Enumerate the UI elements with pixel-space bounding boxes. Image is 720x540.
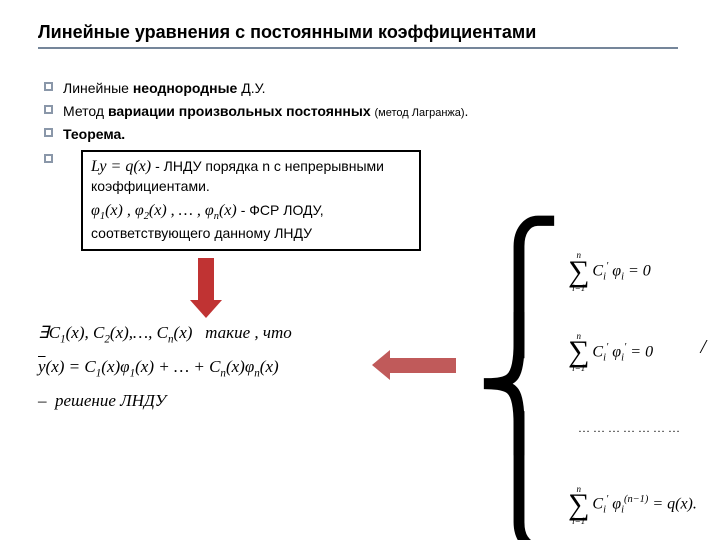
slide: Линейные уравнения с постоянными коэффиц… bbox=[0, 0, 720, 540]
box-line-1: Ly = q(x) - ЛНДУ порядка n с непрерывным… bbox=[91, 156, 411, 196]
bullet-1-text: Линейные неоднородные Д.У. bbox=[63, 79, 690, 98]
bullet-2: Метод вариации произвольных постоянных (… bbox=[44, 102, 690, 121]
brace-icon: ⎧⎨⎩ bbox=[474, 238, 568, 533]
system-row-2: n∑i=1 Ci′ φi′ = 0 bbox=[568, 330, 697, 374]
theorem-box: Ly = q(x) - ЛНДУ порядка n с непрерывным… bbox=[81, 150, 421, 252]
formula-line-3: – решение ЛНДУ bbox=[38, 388, 292, 414]
solution-formula: ∃C1(x), C2(x),…, Cn(x) такие , что y(x) … bbox=[38, 320, 292, 413]
bullet-icon bbox=[44, 82, 53, 91]
equation-system: ⎧⎨⎩ n∑i=1 Ci′ φi = 0 n∑i=1 Ci′ φi′ = 0 …… bbox=[480, 244, 690, 533]
formula-line-1: ∃C1(x), C2(x),…, Cn(x) такие , что bbox=[38, 320, 292, 348]
system-dots: ………………… bbox=[568, 411, 697, 447]
arrow-down-icon bbox=[190, 258, 222, 318]
system-row-n: n∑i=1 Ci′ φi(n−1) = q(x). bbox=[568, 483, 697, 527]
bullet-icon bbox=[44, 154, 53, 163]
formula-line-2: y(x) = C1(x)φ1(x) + … + Cn(x)φn(x) bbox=[38, 354, 292, 382]
bullet-2-text: Метод вариации произвольных постоянных (… bbox=[63, 102, 690, 121]
system-row-1: n∑i=1 Ci′ φi = 0 bbox=[568, 250, 697, 294]
bullet-3: Теорема. bbox=[44, 125, 690, 144]
bullet-icon bbox=[44, 105, 53, 114]
page-title: Линейные уравнения с постоянными коэффиц… bbox=[38, 22, 690, 43]
bullet-4: Ly = q(x) - ЛНДУ порядка n с непрерывным… bbox=[44, 148, 690, 252]
box-line-2: φ1(x) , φ2(x) , … , φn(x) - ФСР ЛОДУ, со… bbox=[91, 200, 411, 243]
bullet-list: Линейные неоднородные Д.У. Метод вариаци… bbox=[44, 79, 690, 251]
bullet-3-text: Теорема. bbox=[63, 125, 690, 144]
bullet-1: Линейные неоднородные Д.У. bbox=[44, 79, 690, 98]
title-underline bbox=[38, 47, 678, 49]
arrow-left-icon bbox=[372, 350, 456, 380]
trailing-slash: / bbox=[700, 336, 706, 359]
bullet-icon bbox=[44, 128, 53, 137]
